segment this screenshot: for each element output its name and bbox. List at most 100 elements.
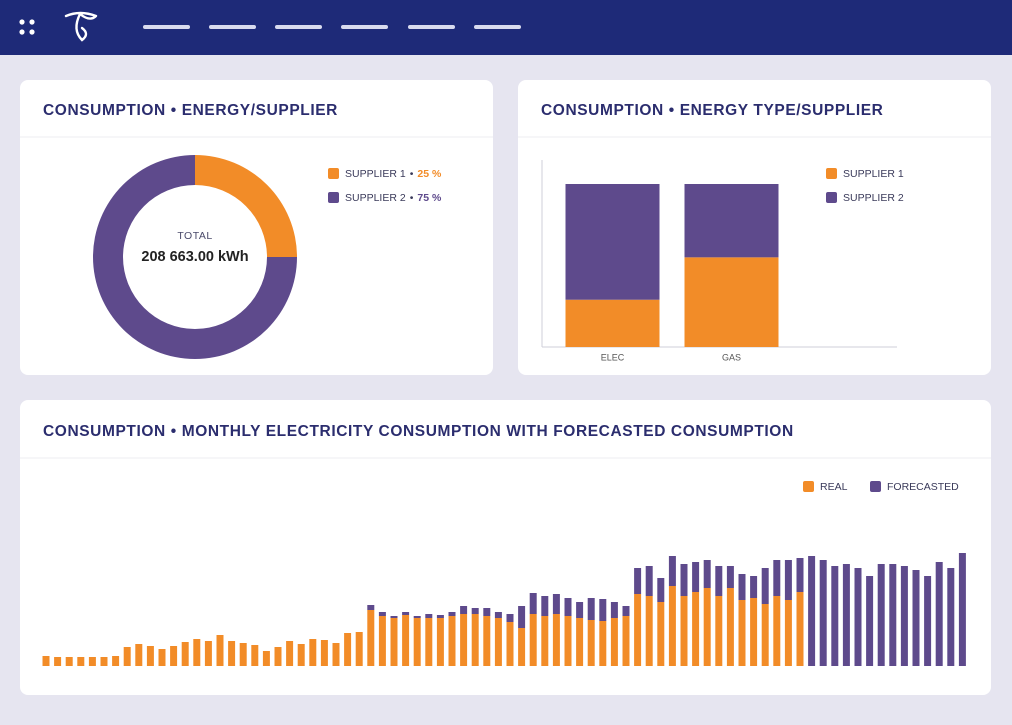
legend-label: FORECASTED <box>887 481 959 493</box>
bar-segment <box>552 614 560 666</box>
legend-label: SUPPLIER 2 <box>843 192 904 204</box>
bar-segment <box>332 643 340 666</box>
bar-segment <box>854 568 862 666</box>
bar-segment <box>773 560 781 596</box>
bar-segment <box>657 578 665 602</box>
menu-icon[interactable] <box>19 19 35 35</box>
bar-segment <box>402 612 410 615</box>
bar-segment <box>262 651 270 666</box>
bar-segment <box>483 616 491 666</box>
bar-segment <box>680 596 688 666</box>
legend-swatch <box>328 192 339 203</box>
bar-segment <box>77 657 85 666</box>
bar-segment <box>552 594 560 614</box>
legend-entry: SUPPLIER 1 • 25 % <box>345 168 442 180</box>
legend-swatch <box>803 481 814 492</box>
bar-segment <box>634 594 642 666</box>
bar-segment <box>367 610 375 666</box>
bar-segment <box>135 644 143 666</box>
bar-segment <box>761 604 769 666</box>
bar-segment <box>158 649 166 666</box>
bar-segment <box>123 647 131 666</box>
bar-segment <box>935 562 943 666</box>
bar-segment <box>506 622 514 666</box>
bar-segment <box>796 558 804 592</box>
panel-title: CONSUMPTION • ENERGY TYPE/SUPPLIER <box>541 102 883 119</box>
bar-segment <box>54 657 62 666</box>
bar-segment <box>958 553 966 666</box>
bar-segment <box>65 657 73 666</box>
bar-segment <box>692 562 700 592</box>
bar-segment <box>808 556 816 666</box>
logo[interactable] <box>64 11 98 42</box>
legend-swatch <box>826 168 837 179</box>
bar-segment <box>576 618 584 666</box>
panel <box>20 400 991 695</box>
value-label: 25 % <box>417 168 442 180</box>
bar-segment <box>390 616 398 618</box>
bar-segment <box>610 602 618 618</box>
bar-segment <box>645 566 653 596</box>
bar-segment <box>367 605 375 610</box>
bar-segment <box>460 614 468 666</box>
bar-segment <box>448 612 456 616</box>
bar-segment <box>645 596 653 666</box>
bar-segment <box>715 566 723 596</box>
bar-segment <box>684 257 779 347</box>
bar-segment <box>100 657 108 666</box>
bar-segment <box>471 614 479 666</box>
legend-swatch <box>826 192 837 203</box>
bar-segment <box>726 588 734 666</box>
center-label: TOTAL <box>177 230 212 242</box>
bar-segment <box>587 620 595 666</box>
x-tick-label: GAS <box>722 352 741 362</box>
legend-separator: • <box>410 168 414 180</box>
bar-segment <box>146 646 154 666</box>
bar-segment <box>274 647 282 666</box>
bar-segment <box>784 600 792 666</box>
bar-segment <box>297 644 305 666</box>
bar-segment <box>576 602 584 618</box>
bar-segment <box>425 618 433 666</box>
bar-segment <box>378 616 386 666</box>
bar-segment <box>309 639 317 666</box>
bar-segment <box>239 643 247 666</box>
bar-segment <box>228 641 236 666</box>
legend-entry: SUPPLIER 2 • 75 % <box>345 192 442 204</box>
legend-label: SUPPLIER 1 <box>345 168 406 180</box>
bar-segment <box>773 596 781 666</box>
bar-segment <box>193 639 201 666</box>
bar-segment <box>436 615 444 618</box>
legend-label: SUPPLIER 1 <box>843 168 904 180</box>
bar-segment <box>355 632 363 666</box>
bar-segment <box>738 574 746 600</box>
bar-segment <box>541 616 549 666</box>
bar-segment <box>715 596 723 666</box>
legend-swatch <box>870 481 881 492</box>
bar-segment <box>42 656 50 666</box>
bar-segment <box>413 616 421 618</box>
bar-segment <box>402 615 410 666</box>
bar-segment <box>657 602 665 666</box>
bar-segment <box>251 645 259 666</box>
bar-segment <box>599 621 607 666</box>
bar-segment <box>494 612 502 618</box>
bar-segment <box>518 606 526 628</box>
bar-segment <box>750 576 758 598</box>
bar-segment <box>413 618 421 666</box>
bar-segment <box>471 608 479 614</box>
bar-segment <box>761 568 769 604</box>
bar-segment <box>692 592 700 666</box>
bar-segment <box>483 608 491 616</box>
bar-segment <box>344 633 352 666</box>
bar-segment <box>170 646 178 666</box>
bar-segment <box>529 614 537 666</box>
bar-segment <box>320 640 328 666</box>
bar-segment <box>506 614 514 622</box>
bar-segment <box>378 612 386 616</box>
bar-segment <box>680 564 688 596</box>
bar-segment <box>181 642 189 666</box>
bar-segment <box>796 592 804 666</box>
